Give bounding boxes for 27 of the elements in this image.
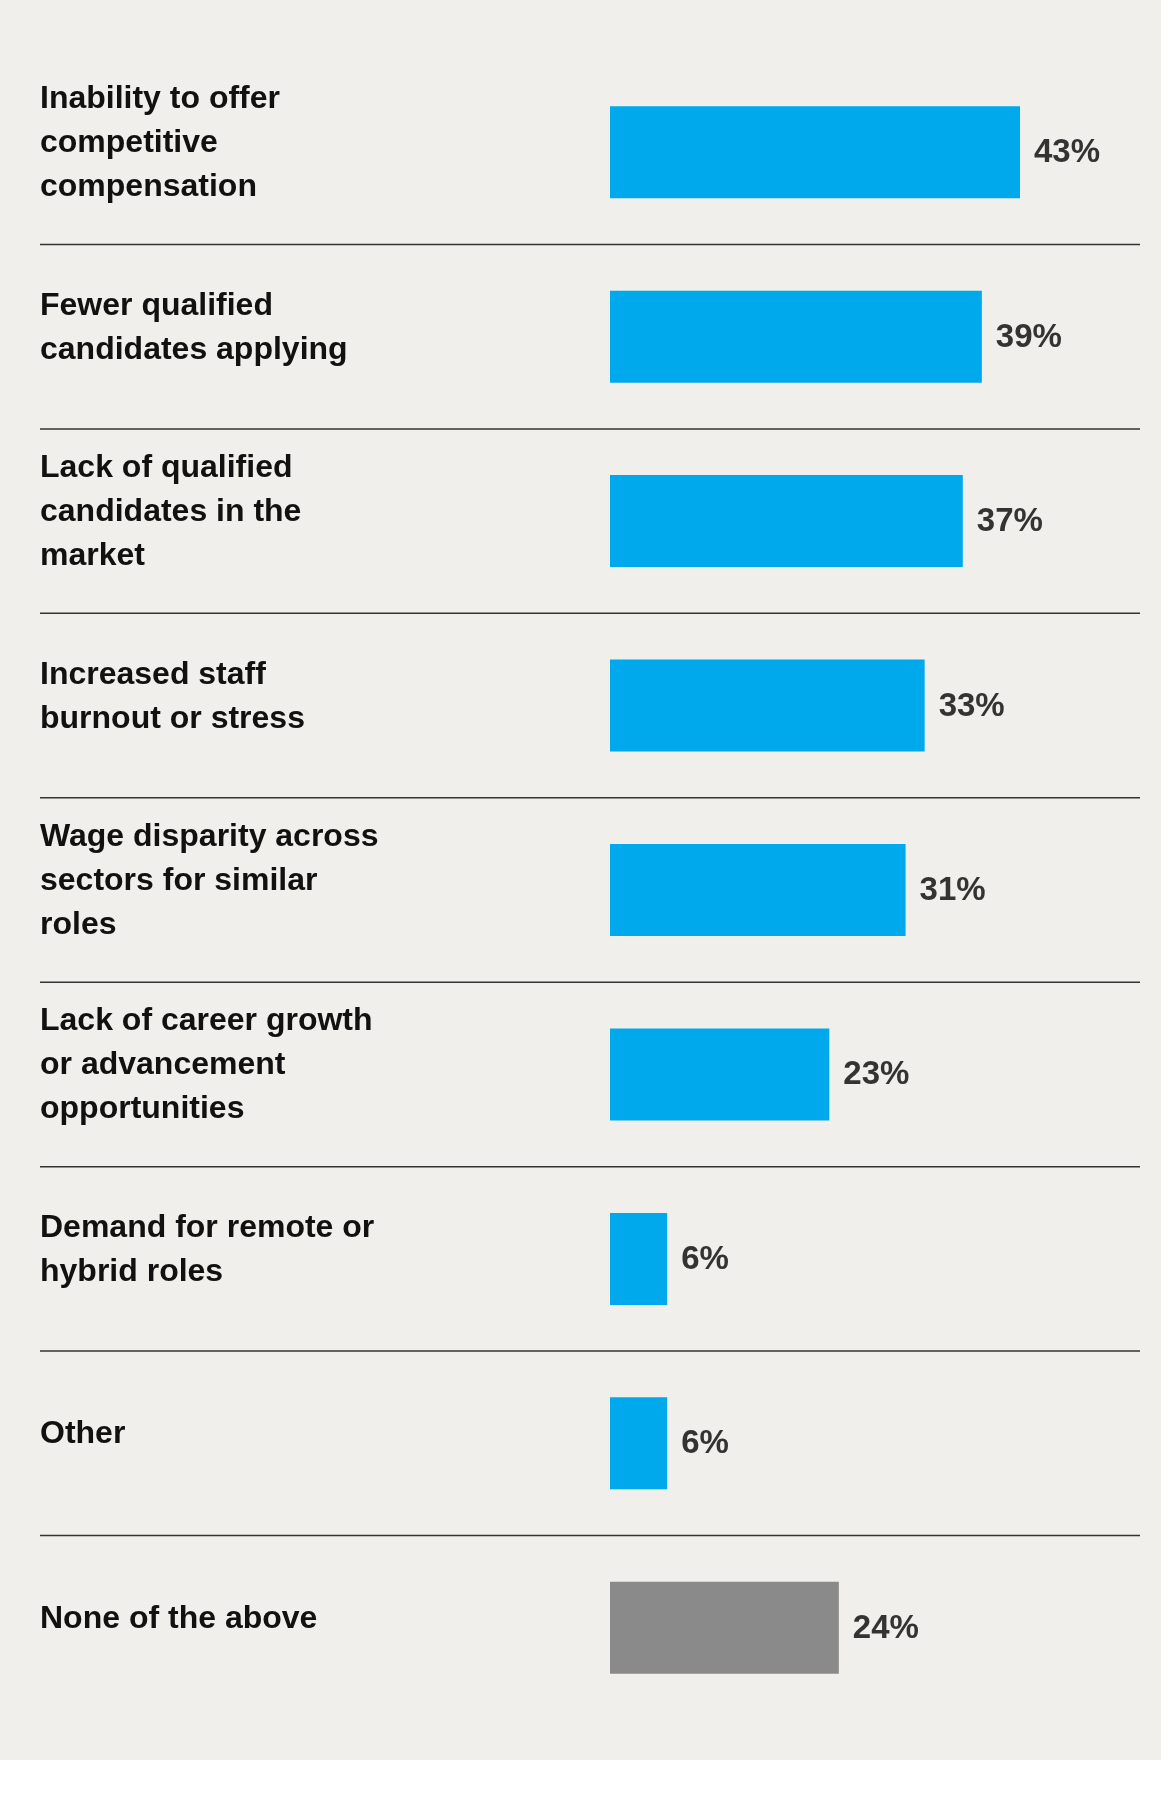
data-label: 37% <box>976 501 1043 539</box>
y-tick-label: Wage disparity across sectors for similar roles <box>40 817 379 941</box>
data-label: 31% <box>919 870 986 907</box>
y-tick-label: Fewer qualified candidates applying <box>40 285 348 366</box>
y-tick-label: Lack of career growth or advancement opportunities <box>40 1001 373 1126</box>
y-tick-label: Lack of qualified candidates in the market <box>40 448 302 573</box>
bar <box>610 844 906 936</box>
bar <box>610 1028 830 1121</box>
data-label: 6% <box>681 1423 729 1461</box>
bar <box>610 1212 668 1305</box>
bar <box>610 1397 668 1490</box>
bar <box>610 1581 839 1674</box>
y-tick-label: Increased staff burnout or stress <box>40 654 305 735</box>
data-label: 43% <box>1034 132 1101 170</box>
y-tick-label: Inability to offer competitive compensation <box>40 79 280 204</box>
bar <box>610 290 982 383</box>
data-label: 6% <box>681 1238 729 1276</box>
y-tick-label: Other <box>40 1414 126 1451</box>
bar <box>610 659 925 752</box>
data-label: 39% <box>995 316 1062 354</box>
bar <box>610 475 963 568</box>
data-label: 33% <box>938 685 1005 723</box>
data-label: 23% <box>843 1054 910 1092</box>
bar <box>610 106 1020 199</box>
y-tick-label: None of the above <box>40 1598 318 1635</box>
y-tick-label: Demand for remote or hybrid roles <box>40 1207 375 1288</box>
data-label: 24% <box>852 1607 919 1645</box>
